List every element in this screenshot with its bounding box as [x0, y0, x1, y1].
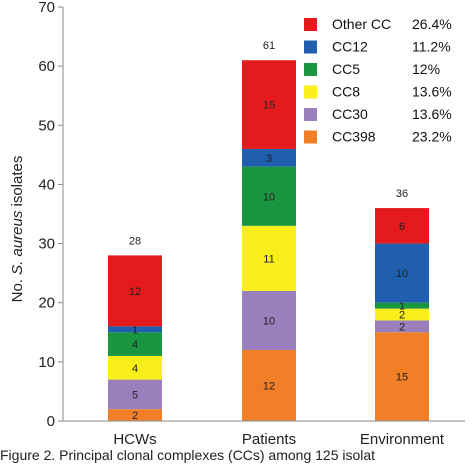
legend-swatch-cc30	[304, 108, 317, 121]
segment-value-label: 10	[263, 191, 275, 203]
segment-value-label: 3	[266, 153, 272, 165]
bar-segment-cc398-patients	[242, 350, 296, 421]
legend-label: CC12	[332, 39, 368, 55]
segment-value-label: 2	[399, 310, 405, 322]
bar-total-label: 61	[263, 40, 275, 52]
bar-segment-cc12-environment	[375, 243, 429, 303]
bar-segment-cc30-environment	[375, 320, 429, 333]
legend-swatch-other-cc	[304, 18, 317, 31]
y-axis	[58, 6, 64, 422]
legend-percent: 13.6%	[412, 106, 452, 122]
segment-value-label: 2	[132, 410, 138, 422]
bar-segment-cc8-patients	[242, 225, 296, 291]
bar-segment-cc12-patients	[242, 148, 296, 167]
segment-value-label: 6	[399, 221, 405, 233]
figure-caption: Figure 2. Principal clonal complexes (CC…	[0, 447, 375, 463]
segment-value-label: 11	[263, 253, 274, 265]
segment-value-label: 12	[129, 286, 141, 298]
legend-swatch-cc12	[304, 40, 317, 54]
bar-segment-cc5-environment	[375, 302, 429, 309]
segment-value-label: 12	[263, 381, 275, 393]
y-tick-label: 70	[38, 0, 55, 16]
y-tick-label: 0	[47, 413, 55, 430]
bar-segment-cc12-hcws	[108, 326, 162, 333]
x-category-label: Patients	[242, 431, 296, 448]
bar-segment-cc5-patients	[242, 166, 296, 226]
legend-percent: 26.4%	[412, 16, 452, 32]
segment-value-label: 10	[396, 268, 408, 280]
segment-value-label: 5	[132, 389, 138, 401]
segment-value-label: 10	[263, 315, 275, 327]
bar-segment-cc8-environment	[375, 308, 429, 321]
x-category-label: HCWs	[113, 431, 156, 448]
y-tick-label: 40	[38, 176, 55, 193]
bar-segment-other-cc-hcws	[108, 255, 162, 327]
y-tick-labels: 0 10 20 30 40 50 60 70	[38, 0, 55, 430]
bar-segment-other-cc-patients	[242, 60, 296, 149]
y-tick-label: 10	[38, 354, 55, 371]
legend-percent: 23.2%	[412, 129, 452, 145]
y-tick-label: 20	[38, 295, 55, 312]
segment-value-label: 4	[132, 363, 138, 375]
legend-swatch-cc5	[304, 63, 317, 76]
x-category-label: Environment	[360, 431, 445, 448]
legend-label: CC398	[332, 129, 376, 145]
bar-total-label: 28	[129, 235, 141, 247]
segment-value-label: 2	[399, 321, 405, 333]
legend-percent: 11.2%	[412, 39, 451, 55]
segment-value-label: 15	[263, 100, 275, 112]
legend-label: CC5	[332, 61, 360, 77]
bar-segment-cc398-hcws	[108, 409, 162, 421]
segment-value-label: 4	[132, 339, 138, 351]
y-tick-label: 50	[38, 117, 55, 134]
y-label-italic: S. aureus	[9, 210, 26, 275]
bar-segment-cc30-patients	[242, 290, 296, 351]
legend-label: CC30	[332, 106, 368, 122]
segment-value-label: 1	[399, 301, 405, 313]
bar-segment-cc30-hcws	[108, 379, 162, 410]
bar-segment-cc5-hcws	[108, 332, 162, 356]
y-label-suffix: isolates	[9, 156, 26, 211]
segment-value-label: 1	[132, 324, 138, 336]
legend-swatch-cc398	[304, 130, 317, 144]
x-axis: HCWs Patients Environment	[63, 420, 465, 448]
y-label-prefix: No.	[9, 275, 26, 303]
legend-label: CC8	[332, 84, 360, 100]
segment-value-label: 15	[396, 372, 408, 384]
legend-percent: 12%	[412, 61, 440, 77]
legend-percent: 13.6%	[412, 84, 452, 100]
legend-label: Other CC	[332, 16, 391, 32]
legend-swatch-cc8	[304, 85, 317, 99]
bar-segment-cc8-hcws	[108, 355, 162, 380]
y-tick-label: 60	[38, 58, 55, 75]
y-axis-label: No. S. aureus isolates	[9, 156, 26, 303]
bar-total-label: 36	[396, 188, 408, 200]
legend: Other CC 26.4% CC12 11.2% CC5 12% CC8 13.6% CC30…	[304, 16, 452, 145]
bar-segment-cc398-environment	[375, 332, 429, 421]
bar-segment-other-cc-environment	[375, 208, 429, 244]
y-tick-label: 30	[38, 236, 55, 253]
